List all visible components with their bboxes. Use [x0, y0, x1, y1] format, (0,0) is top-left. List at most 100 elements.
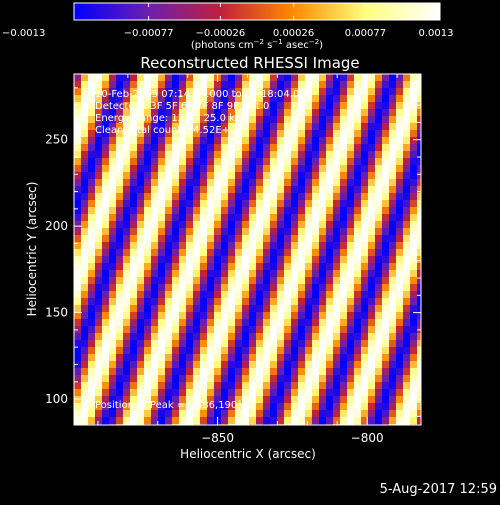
heatmap-cell — [305, 326, 312, 333]
heatmap-cell — [81, 347, 88, 354]
heatmap-cell — [144, 165, 151, 172]
heatmap-cell — [347, 74, 354, 81]
heatmap-cell — [291, 228, 298, 235]
heatmap-cell — [81, 109, 88, 116]
heatmap-cell — [137, 102, 144, 109]
heatmap-cell — [165, 249, 172, 256]
heatmap-cell — [249, 179, 256, 186]
heatmap-cell — [347, 95, 354, 102]
heatmap-cell — [263, 102, 270, 109]
heatmap-cell — [242, 207, 249, 214]
heatmap-cell — [81, 382, 88, 389]
heatmap-cell — [298, 123, 305, 130]
heatmap-cell — [340, 382, 347, 389]
heatmap-cell — [228, 158, 235, 165]
heatmap-cell — [116, 81, 123, 88]
heatmap-cell — [319, 102, 326, 109]
heatmap-cell — [186, 382, 193, 389]
heatmap-cell — [270, 277, 277, 284]
heatmap-cell — [88, 298, 95, 305]
heatmap-cell — [123, 354, 130, 361]
heatmap-cell — [214, 193, 221, 200]
heatmap-cell — [172, 228, 179, 235]
heatmap-cell — [151, 298, 158, 305]
heatmap-cell — [277, 256, 284, 263]
annotation-detectors: Detectors: 3F 5F 6F 7F 8F 9F, Att 0 — [95, 101, 269, 112]
heatmap-cell — [417, 193, 421, 200]
heatmap-cell — [221, 165, 228, 172]
heatmap-cell — [172, 221, 179, 228]
heatmap-cell — [291, 242, 298, 249]
heatmap-cell — [354, 305, 361, 312]
heatmap-cell — [375, 291, 382, 298]
heatmap-cell — [221, 207, 228, 214]
heatmap-cell — [81, 375, 88, 382]
heatmap-cell — [228, 326, 235, 333]
heatmap-cell — [284, 130, 291, 137]
heatmap-cell — [116, 74, 123, 81]
heatmap-cell — [333, 375, 340, 382]
heatmap-cell — [389, 340, 396, 347]
heatmap-cell — [417, 389, 421, 396]
heatmap-cell — [123, 130, 130, 137]
heatmap-cell — [158, 403, 165, 410]
heatmap-cell — [74, 312, 81, 319]
heatmap-cell — [354, 249, 361, 256]
heatmap-cell — [144, 214, 151, 221]
heatmap-cell — [123, 158, 130, 165]
heatmap-cell — [193, 95, 200, 102]
heatmap-cell — [319, 298, 326, 305]
heatmap-cell — [305, 74, 312, 81]
heatmap-cell — [81, 270, 88, 277]
heatmap-cell — [270, 298, 277, 305]
heatmap-cell — [326, 95, 333, 102]
heatmap-cell — [193, 305, 200, 312]
colorbar-tick-label: 0.0013 — [419, 28, 454, 39]
heatmap-cell — [270, 340, 277, 347]
heatmap-cell — [319, 270, 326, 277]
heatmap-cell — [186, 88, 193, 95]
heatmap-cell — [102, 403, 109, 410]
heatmap-cell — [354, 88, 361, 95]
heatmap-cell — [186, 277, 193, 284]
heatmap-cell — [389, 81, 396, 88]
heatmap-cell — [277, 375, 284, 382]
heatmap-cell — [242, 102, 249, 109]
heatmap-cell — [130, 368, 137, 375]
heatmap-cell — [354, 403, 361, 410]
heatmap-cell — [333, 116, 340, 123]
heatmap-cell — [368, 312, 375, 319]
heatmap-cell — [137, 312, 144, 319]
heatmap-cell — [249, 165, 256, 172]
heatmap-cell — [249, 333, 256, 340]
heatmap-cell — [193, 214, 200, 221]
heatmap-cell — [235, 410, 242, 417]
heatmap-cell — [221, 81, 228, 88]
heatmap-cell — [263, 179, 270, 186]
heatmap-cell — [396, 123, 403, 130]
heatmap-cell — [249, 354, 256, 361]
heatmap-cell — [200, 200, 207, 207]
heatmap-cell — [165, 368, 172, 375]
heatmap-cell — [235, 207, 242, 214]
heatmap-cell — [312, 123, 319, 130]
heatmap-cell — [382, 396, 389, 403]
heatmap-cell — [200, 354, 207, 361]
heatmap-cell — [200, 116, 207, 123]
heatmap-cell — [123, 312, 130, 319]
heatmap-cell — [165, 361, 172, 368]
heatmap-cell — [375, 284, 382, 291]
heatmap-cell — [179, 361, 186, 368]
heatmap-cell — [256, 235, 263, 242]
heatmap-cell — [158, 214, 165, 221]
heatmap-cell — [298, 214, 305, 221]
heatmap-cell — [382, 382, 389, 389]
heatmap-cell — [354, 340, 361, 347]
heatmap-cell — [256, 270, 263, 277]
heatmap-cell — [130, 179, 137, 186]
heatmap-cell — [186, 368, 193, 375]
heatmap-cell — [354, 221, 361, 228]
heatmap-cell — [403, 326, 410, 333]
heatmap-cell — [284, 291, 291, 298]
